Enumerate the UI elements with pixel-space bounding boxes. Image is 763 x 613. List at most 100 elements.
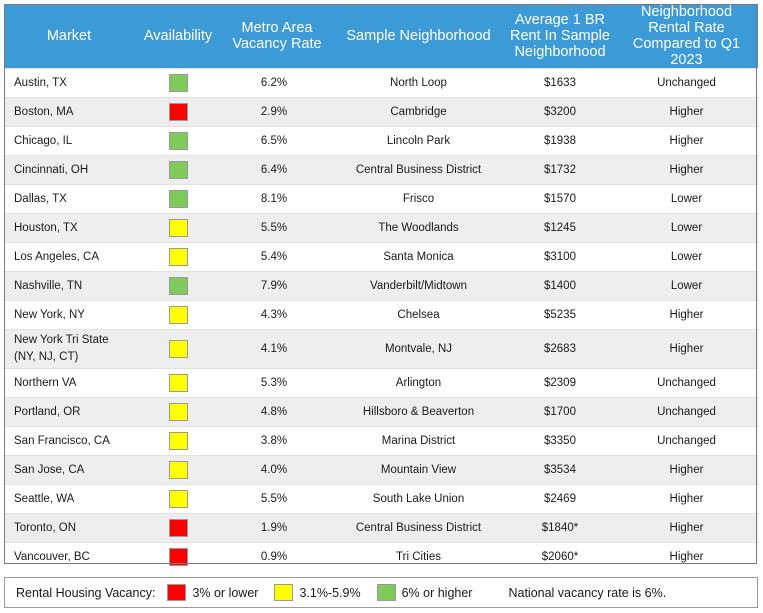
vacancy-rate-cell: 4.8% — [222, 397, 332, 427]
availability-cell — [134, 184, 222, 214]
availability-cell — [134, 513, 222, 543]
market-cell: Toronto, ON — [4, 513, 134, 543]
market-cell: Cincinnati, OH — [4, 155, 134, 185]
rate-change-cell: Higher — [615, 329, 758, 369]
availability-swatch-icon — [168, 461, 188, 479]
availability-swatch-icon — [168, 306, 188, 324]
vacancy-rate-cell: 5.5% — [222, 213, 332, 243]
neighborhood-cell: Mountain View — [332, 455, 505, 485]
market-cell: San Jose, CA — [4, 455, 134, 485]
availability-swatch-icon — [168, 248, 188, 266]
vacancy-rate-cell: 3.8% — [222, 426, 332, 456]
rate-change-cell: Lower — [615, 184, 758, 214]
neighborhood-cell: Arlington — [332, 368, 505, 398]
neighborhood-cell: Tri Cities — [332, 542, 505, 571]
rent-cell: $1840* — [505, 513, 615, 543]
vacancy-rate-cell: 5.5% — [222, 484, 332, 514]
availability-swatch-icon — [168, 277, 188, 295]
table-row: Nashville, TN 7.9% Vanderbilt/Midtown $1400… — [4, 271, 758, 301]
vacancy-rate-cell: 4.0% — [222, 455, 332, 485]
rental-table-container: Market Availability Metro Area Vacancy R… — [4, 4, 758, 571]
header-market: Market — [4, 4, 134, 69]
rent-cell: $2060* — [505, 542, 615, 571]
rate-change-cell: Higher — [615, 484, 758, 514]
availability-swatch-icon — [168, 374, 188, 392]
market-name: Seattle, WA — [14, 493, 75, 505]
neighborhood-cell: South Lake Union — [332, 484, 505, 514]
availability-cell — [134, 155, 222, 185]
vacancy-rate-cell: 1.9% — [222, 513, 332, 543]
availability-cell — [134, 300, 222, 330]
red-swatch-icon — [167, 584, 187, 601]
rent-cell: $3534 — [505, 455, 615, 485]
rate-change-cell: Higher — [615, 97, 758, 127]
table-row: Austin, TX 6.2% North Loop $1633 Unchanged — [4, 68, 758, 98]
table-row: Cincinnati, OH 6.4% Central Business Distr… — [4, 155, 758, 185]
availability-swatch-icon — [168, 403, 188, 421]
vacancy-rate-cell: 5.3% — [222, 368, 332, 398]
rate-change-cell: Higher — [615, 300, 758, 330]
neighborhood-cell: Central Business District — [332, 155, 505, 185]
green-swatch-icon — [376, 584, 396, 601]
header-rental-rate-change: Neighborhood Rental Rate Compared to Q1 … — [615, 4, 758, 69]
availability-cell — [134, 68, 222, 98]
table-row: Dallas, TX 8.1% Frisco $1570 Lower — [4, 184, 758, 214]
neighborhood-cell: Montvale, NJ — [332, 329, 505, 369]
table-row: Toronto, ON 1.9% Central Business District… — [4, 513, 758, 543]
availability-swatch-icon — [168, 132, 188, 150]
rent-cell: $3100 — [505, 242, 615, 272]
market-cell: Houston, TX — [4, 213, 134, 243]
legend-item-yellow: 3.1%-5.9% — [274, 584, 361, 601]
table-row: Northern VA 5.3% Arlington $2309 Unchanged — [4, 368, 758, 398]
market-name: San Francisco, CA — [14, 435, 110, 447]
rent-cell: $1570 — [505, 184, 615, 214]
table-row: New York Tri State (NY, NJ, CT) 4.1% Montva… — [4, 329, 758, 369]
table-row: Boston, MA 2.9% Cambridge $3200 Higher — [4, 97, 758, 127]
rent-cell: $2469 — [505, 484, 615, 514]
market-cell: Nashville, TN — [4, 271, 134, 301]
availability-swatch-icon — [168, 548, 188, 566]
neighborhood-cell: Central Business District — [332, 513, 505, 543]
availability-swatch-icon — [168, 519, 188, 537]
availability-cell — [134, 542, 222, 571]
availability-cell — [134, 242, 222, 272]
rent-cell: $1700 — [505, 397, 615, 427]
rate-change-cell: Lower — [615, 242, 758, 272]
rate-change-cell: Lower — [615, 271, 758, 301]
neighborhood-cell: Santa Monica — [332, 242, 505, 272]
neighborhood-cell: Chelsea — [332, 300, 505, 330]
yellow-swatch-icon — [274, 584, 294, 601]
rent-cell: $1245 — [505, 213, 615, 243]
header-availability: Availability — [134, 4, 222, 69]
neighborhood-cell: Frisco — [332, 184, 505, 214]
rate-change-cell: Higher — [615, 455, 758, 485]
availability-cell — [134, 426, 222, 456]
market-name: Portland, OR — [14, 406, 81, 418]
availability-cell — [134, 368, 222, 398]
availability-cell — [134, 397, 222, 427]
availability-cell — [134, 213, 222, 243]
header-average-rent: Average 1 BR Rent In Sample Neighborhood — [505, 4, 615, 69]
table-row: Chicago, IL 6.5% Lincoln Park $1938 Higher — [4, 126, 758, 156]
rate-change-cell: Higher — [615, 513, 758, 543]
vacancy-rate-cell: 7.9% — [222, 271, 332, 301]
rate-change-cell: Lower — [615, 213, 758, 243]
legend-item-green: 6% or higher — [376, 584, 472, 601]
table-row: Vancouver, BC 0.9% Tri Cities $2060* Higher — [4, 542, 758, 571]
market-name: New York, NY — [14, 309, 85, 321]
market-cell: San Francisco, CA — [4, 426, 134, 456]
market-name: New York Tri State — [14, 334, 109, 346]
market-cell: Dallas, TX — [4, 184, 134, 214]
rate-change-cell: Higher — [615, 126, 758, 156]
table-row: Seattle, WA 5.5% South Lake Union $2469 High… — [4, 484, 758, 514]
rate-change-cell: Higher — [615, 155, 758, 185]
rent-cell: $5235 — [505, 300, 615, 330]
vacancy-rate-cell: 6.4% — [222, 155, 332, 185]
availability-swatch-icon — [168, 219, 188, 237]
market-name: Dallas, TX — [14, 193, 67, 205]
market-cell: New York Tri State (NY, NJ, CT) — [4, 329, 134, 369]
market-name: Boston, MA — [14, 106, 74, 118]
legend-item-red: 3% or lower — [167, 584, 258, 601]
market-name-line2: (NY, NJ, CT) — [14, 351, 79, 363]
availability-swatch-icon — [168, 74, 188, 92]
